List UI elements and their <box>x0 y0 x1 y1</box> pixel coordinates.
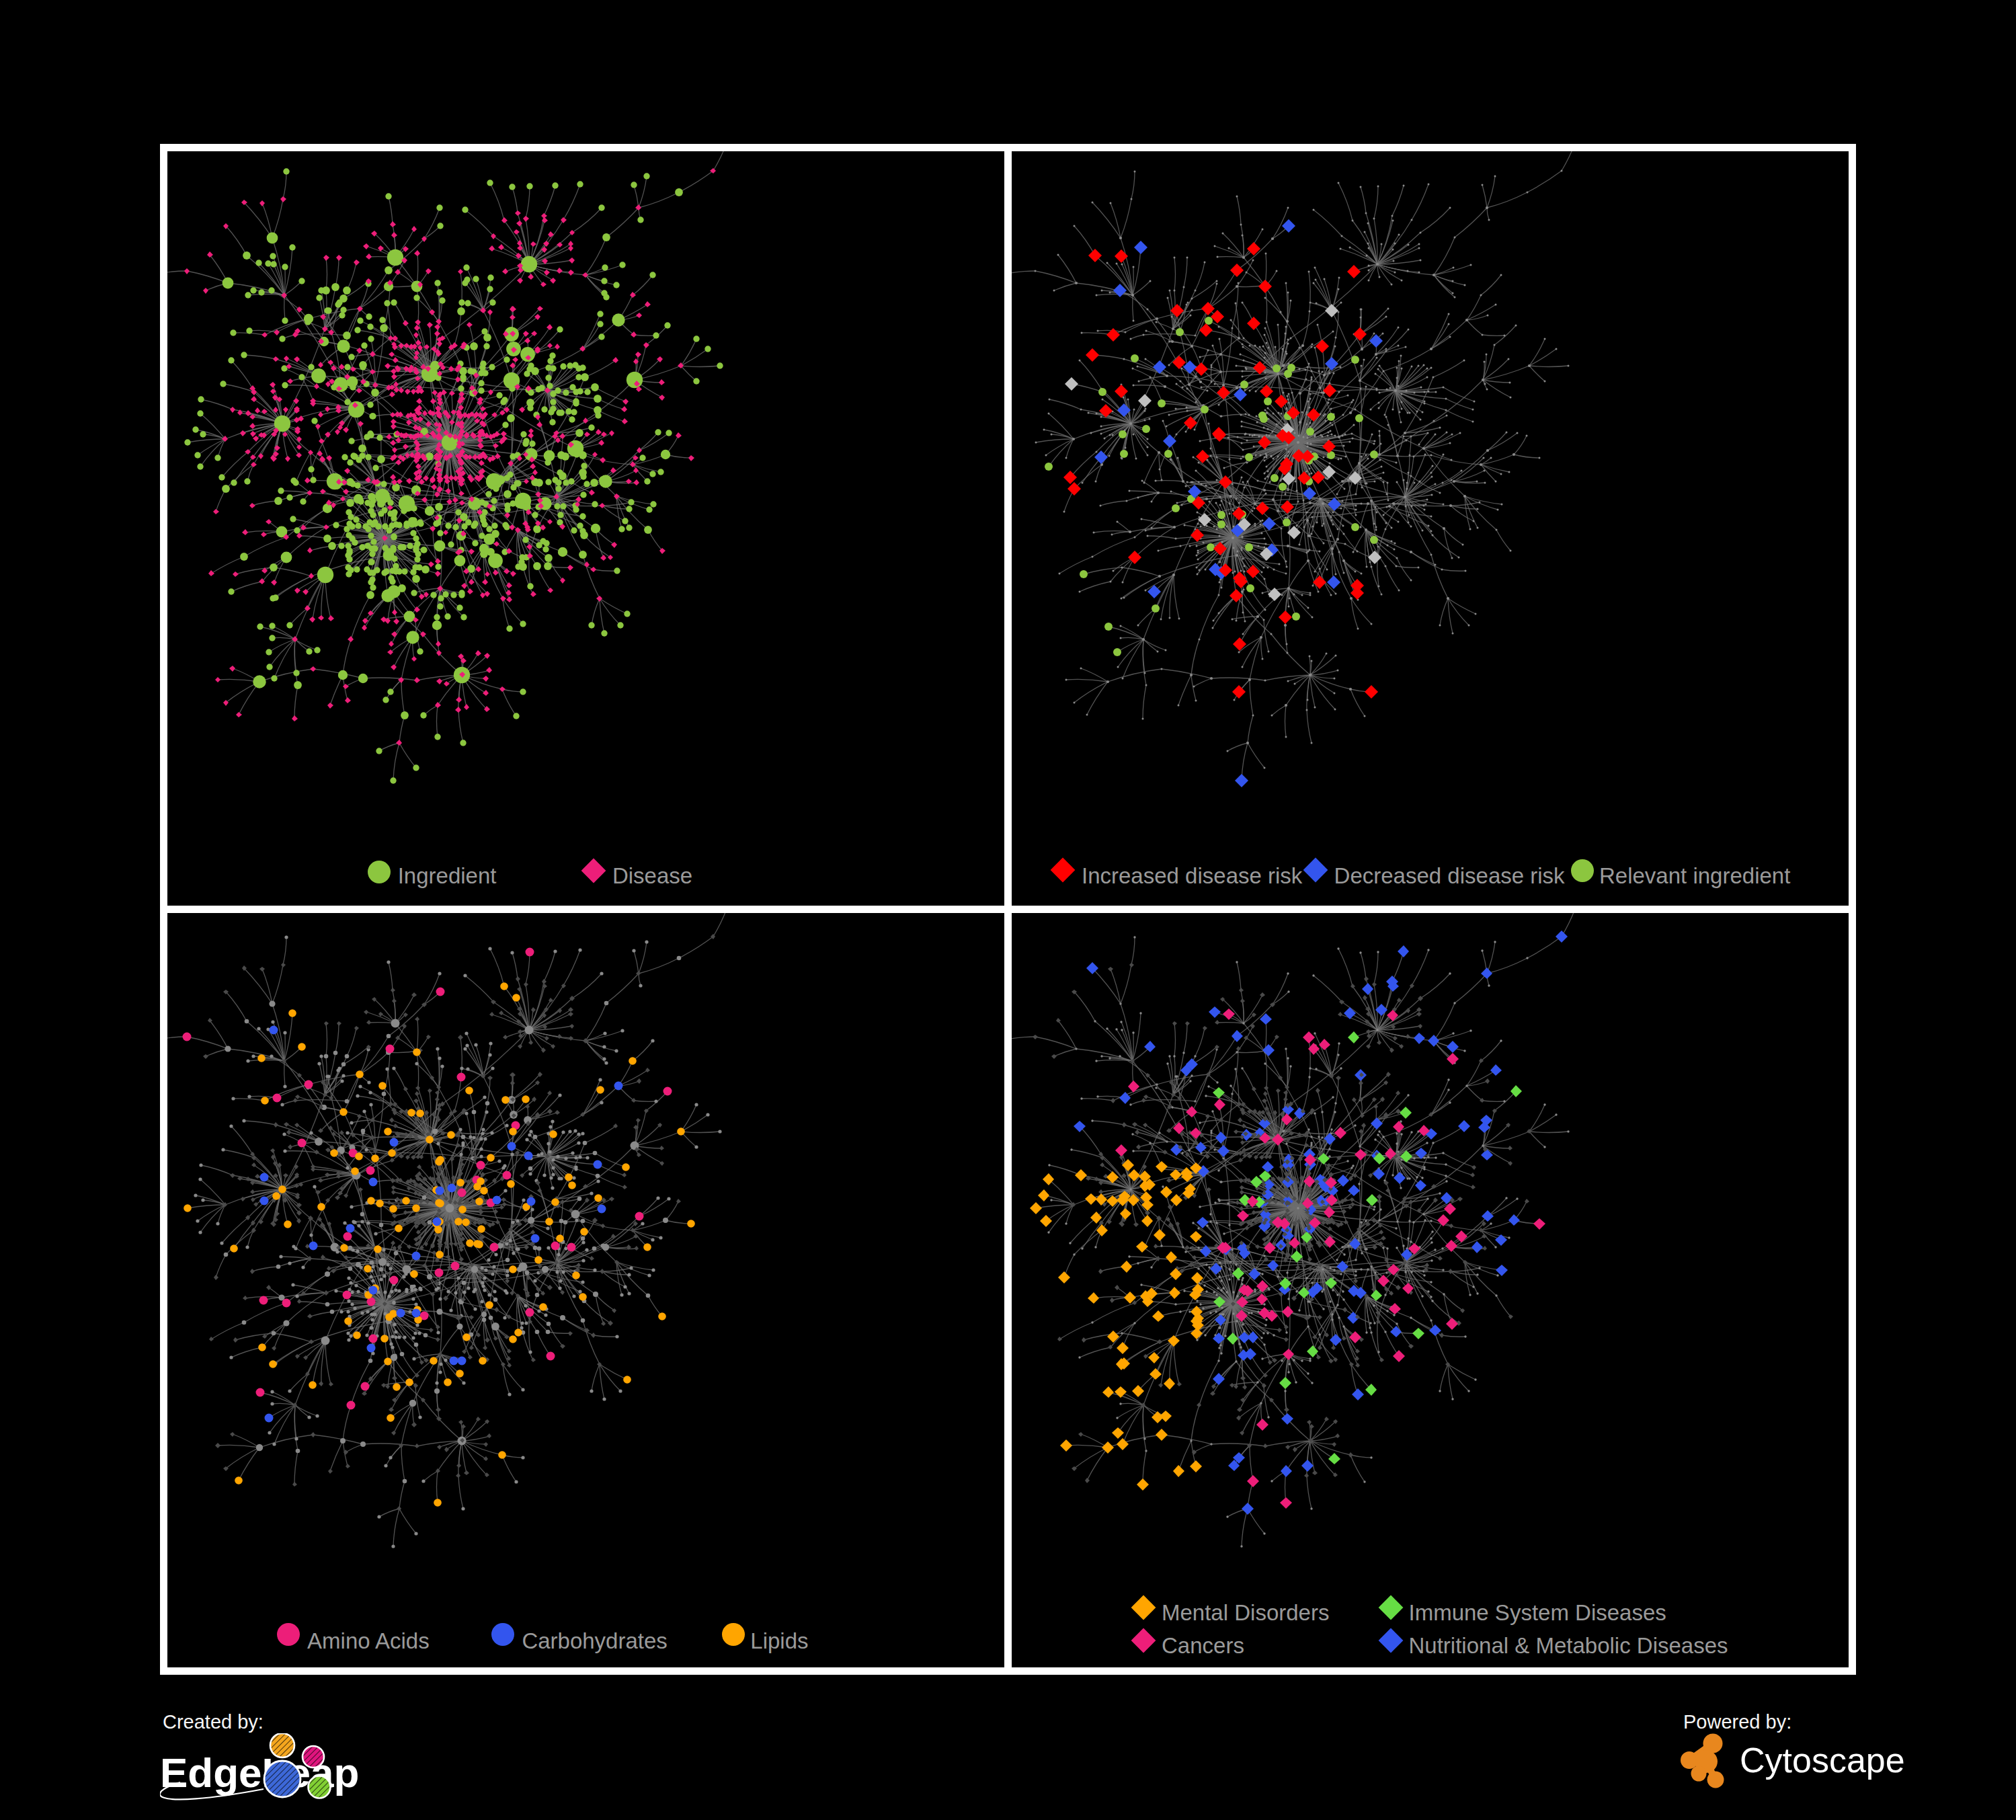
svg-text:Cytoscape: Cytoscape <box>1740 1741 1905 1780</box>
